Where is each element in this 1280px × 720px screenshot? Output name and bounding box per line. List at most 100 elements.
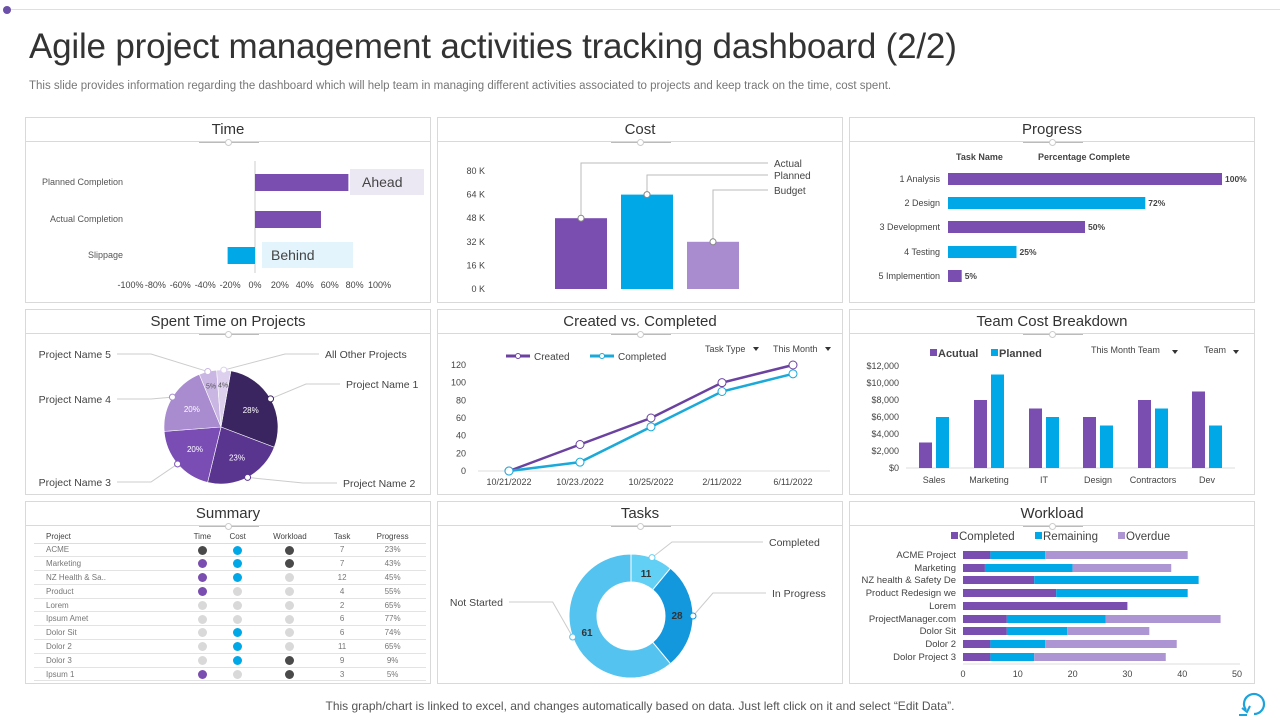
time-status-cell xyxy=(184,639,221,654)
cost-status-cell xyxy=(220,598,255,613)
tick-label: 50 xyxy=(1232,669,1242,679)
donut-segment xyxy=(568,553,672,679)
bar xyxy=(948,270,962,282)
status-dot-icon xyxy=(285,628,295,638)
cost-status-cell xyxy=(220,570,255,585)
task-cell: 3 xyxy=(324,667,360,682)
workload-status-cell xyxy=(254,584,325,599)
tick-label: 40% xyxy=(296,280,314,290)
tick-label: -100% xyxy=(117,280,143,290)
bar-segment xyxy=(963,564,985,572)
tick-label: 100 xyxy=(451,378,466,388)
progress-chart: Task Name Percentage Complete 1 Analysis 10… xyxy=(878,152,1247,282)
behind-box xyxy=(262,242,353,268)
category-label: ACME Project xyxy=(896,550,956,561)
page-subtitle: This slide provides information regardin… xyxy=(29,80,892,92)
tasks-panel: Tasks 11 Completed 28 In Progress 61 Not Star… xyxy=(437,501,843,684)
legend-label: Planned xyxy=(774,171,811,182)
bar xyxy=(255,211,321,228)
progress-cell: 77% xyxy=(359,611,426,627)
bar-segment xyxy=(963,653,991,661)
bar xyxy=(991,374,1004,468)
filter-dropdown[interactable]: This Month Team xyxy=(1091,345,1160,355)
tick-label: 20% xyxy=(271,280,289,290)
tick-label: 48 K xyxy=(466,213,485,223)
slice-label: 20% xyxy=(187,445,203,454)
data-point xyxy=(646,413,656,423)
time-status-cell xyxy=(184,556,221,572)
tick-label: $8,000 xyxy=(871,395,899,405)
category-label: Dolor 2 xyxy=(925,639,956,650)
legend-label: Planned xyxy=(999,348,1042,360)
category-label: Dolor Sit xyxy=(920,626,957,637)
column-header: Task xyxy=(324,530,360,544)
slice-label: 23% xyxy=(229,453,245,462)
task-cell: 7 xyxy=(324,543,360,558)
bar xyxy=(974,400,987,468)
tick-label: 60 xyxy=(456,413,466,423)
bar xyxy=(1155,408,1168,468)
status-dot-icon xyxy=(197,628,207,638)
slice-name: All Other Projects xyxy=(325,349,407,361)
filter-dropdown[interactable]: Team xyxy=(1204,345,1226,355)
title-dot xyxy=(1049,139,1056,146)
leader-line xyxy=(270,383,340,400)
status-dot-icon xyxy=(233,628,243,638)
status-dot-icon xyxy=(233,669,243,679)
bar xyxy=(255,174,349,191)
tick-label: 2/11/2022 xyxy=(702,477,741,487)
tick-label: 20 xyxy=(1068,669,1078,679)
tick-label: 100% xyxy=(368,280,391,290)
slice-name: Project Name 1 xyxy=(346,379,419,391)
workload-panel: Workload 0 10 20 30 40 50 ACME Project Marketin… xyxy=(849,501,1255,684)
table-row: Ipsum 1 3 5% xyxy=(34,667,426,682)
bar xyxy=(227,247,255,264)
title-dot xyxy=(1049,523,1056,530)
category-label: Lorem xyxy=(929,601,956,612)
tick-label: $2,000 xyxy=(871,446,899,456)
segment-name: Completed xyxy=(769,537,820,549)
summary-table: Project Time Cost Workload Task Progress ACME 7… xyxy=(34,530,426,682)
workload-status-cell xyxy=(254,639,325,654)
legend-swatch xyxy=(930,349,937,356)
segment-value: 11 xyxy=(641,569,652,580)
leader-line xyxy=(117,353,208,373)
tick-label: 40 xyxy=(1177,669,1187,679)
annotation: Ahead xyxy=(362,174,402,190)
category-label: Dolor Project 3 xyxy=(893,652,956,663)
status-dot-icon xyxy=(233,559,243,569)
slice-label: 4% xyxy=(218,382,228,389)
tick-label: Marketing xyxy=(969,475,1009,485)
filter-dropdown[interactable]: This Month xyxy=(773,344,818,354)
progress-cell: 74% xyxy=(359,625,426,641)
workload-status-cell xyxy=(254,570,325,585)
legend-swatch xyxy=(991,349,998,356)
bar-segment xyxy=(990,551,1046,559)
task-cell: 4 xyxy=(324,584,360,599)
bar xyxy=(1138,400,1151,468)
marker xyxy=(569,633,577,641)
bar-segment xyxy=(1006,615,1106,623)
refresh-icon[interactable] xyxy=(1238,688,1270,720)
tick-label: $4,000 xyxy=(871,429,899,439)
bar xyxy=(919,442,932,468)
project-cell: ACME xyxy=(34,543,185,558)
spent-time-pie: 28% Project Name 1 23% Project Name 2 20% Pro… xyxy=(39,349,419,490)
bar-segment xyxy=(1105,615,1221,623)
legend-label: Completed xyxy=(618,352,666,363)
leader-line xyxy=(247,476,337,484)
category-label: ProjectManager.com xyxy=(869,614,956,625)
data-point xyxy=(788,369,798,379)
bar-segment xyxy=(1006,627,1068,635)
table-row: Dolor 2 11 65% xyxy=(34,639,426,654)
bar-segment xyxy=(990,653,1035,661)
tick-label: 0 xyxy=(960,669,965,679)
leader-line xyxy=(712,189,768,242)
top-divider xyxy=(8,9,1280,10)
tick-label: 32 K xyxy=(466,237,485,247)
filter-dropdown[interactable]: Task Type xyxy=(705,344,745,354)
title-dot xyxy=(225,139,232,146)
segment-value: 61 xyxy=(581,628,593,639)
task-label: 2 Design xyxy=(904,198,940,208)
